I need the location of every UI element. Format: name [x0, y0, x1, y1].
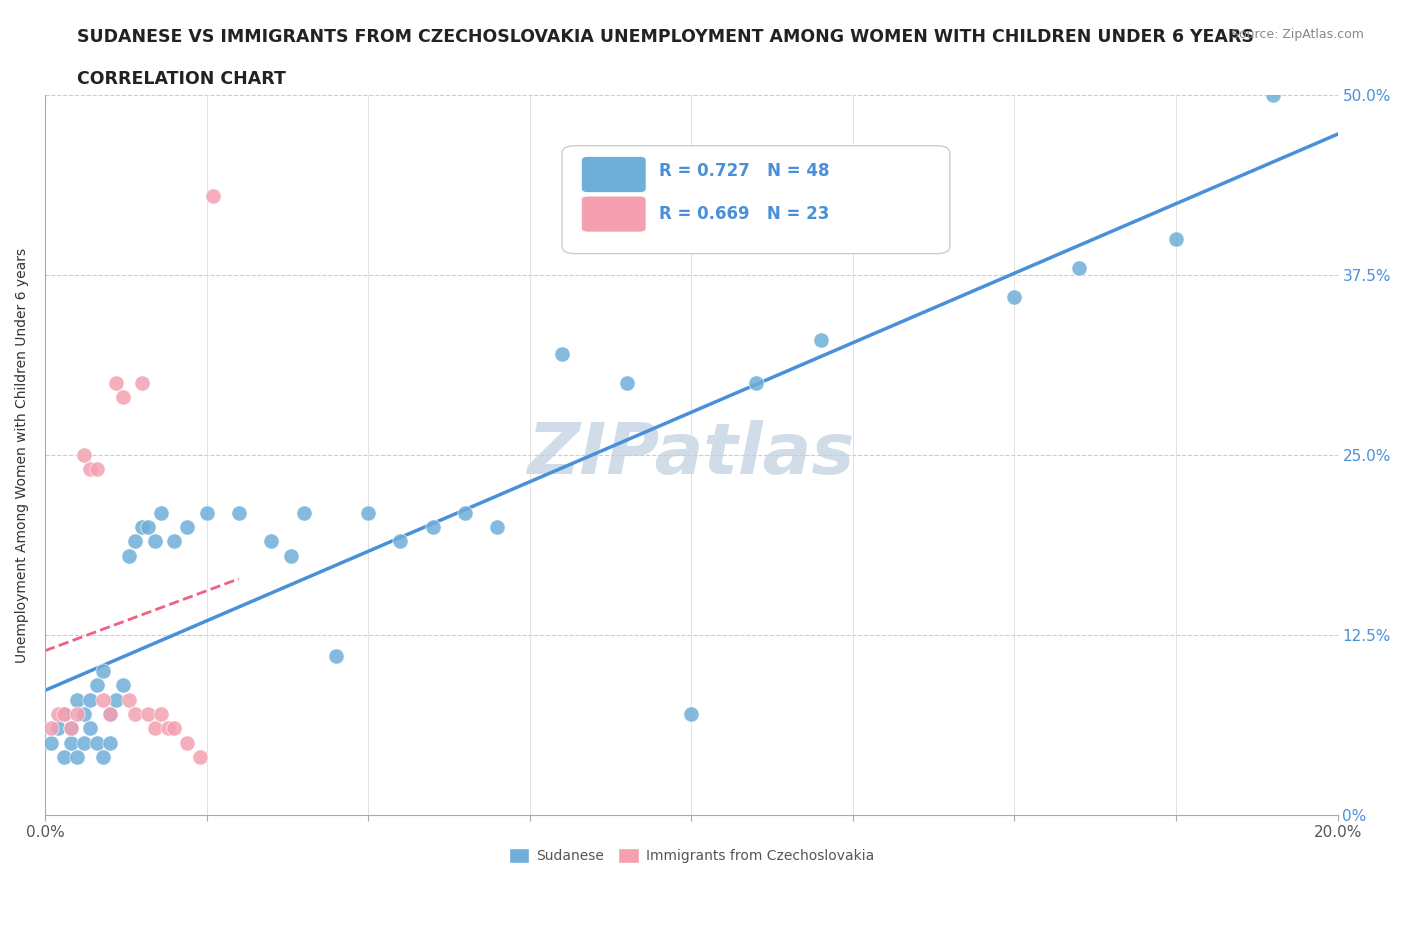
Point — [195, 505, 218, 520]
Text: SUDANESE VS IMMIGRANTS FROM CZECHOSLOVAKIA UNEMPLOYMENT AMONG WOMEN WITH CHILDRE: SUDANESE VS IMMIGRANTS FROM CZECHOSLOVAK… — [77, 28, 1254, 46]
Point — [79, 462, 101, 477]
Point — [176, 520, 198, 535]
Point — [131, 520, 153, 535]
Point — [202, 189, 225, 204]
Text: Source: ZipAtlas.com: Source: ZipAtlas.com — [1230, 28, 1364, 41]
Point — [98, 707, 121, 722]
Point — [98, 707, 121, 722]
Point — [156, 721, 179, 736]
Point — [59, 721, 82, 736]
Point — [150, 505, 173, 520]
Point — [86, 678, 108, 693]
Point — [59, 721, 82, 736]
Point — [143, 721, 166, 736]
Text: R = 0.669   N = 23: R = 0.669 N = 23 — [659, 205, 830, 223]
Text: CORRELATION CHART: CORRELATION CHART — [77, 70, 287, 87]
Point — [124, 534, 146, 549]
Point — [228, 505, 250, 520]
Point — [551, 347, 574, 362]
FancyBboxPatch shape — [582, 156, 647, 193]
Point — [163, 721, 186, 736]
Point — [105, 376, 128, 391]
Point — [66, 692, 89, 707]
Point — [163, 534, 186, 549]
Point — [138, 520, 160, 535]
Point — [745, 376, 768, 391]
Point — [111, 390, 134, 405]
FancyBboxPatch shape — [562, 146, 950, 254]
Point — [150, 707, 173, 722]
Point — [1164, 232, 1187, 246]
Point — [41, 736, 63, 751]
Point — [91, 663, 114, 678]
Point — [292, 505, 315, 520]
Text: R = 0.727   N = 48: R = 0.727 N = 48 — [659, 162, 830, 179]
Point — [111, 678, 134, 693]
Y-axis label: Unemployment Among Women with Children Under 6 years: Unemployment Among Women with Children U… — [15, 247, 30, 662]
Point — [41, 721, 63, 736]
Point — [73, 447, 96, 462]
Point — [53, 707, 76, 722]
Point — [616, 376, 638, 391]
Point — [124, 707, 146, 722]
Point — [810, 333, 832, 348]
Point — [53, 707, 76, 722]
Point — [143, 534, 166, 549]
Point — [118, 692, 141, 707]
Point — [91, 692, 114, 707]
Legend: Sudanese, Immigrants from Czechoslovakia: Sudanese, Immigrants from Czechoslovakia — [503, 843, 880, 869]
Point — [389, 534, 412, 549]
Point — [73, 736, 96, 751]
Point — [422, 520, 444, 535]
Point — [131, 376, 153, 391]
Point — [46, 721, 69, 736]
Point — [98, 736, 121, 751]
Point — [86, 736, 108, 751]
Point — [59, 736, 82, 751]
Point — [1069, 260, 1091, 275]
Point — [280, 548, 302, 563]
Point — [66, 707, 89, 722]
Point — [486, 520, 509, 535]
Point — [138, 707, 160, 722]
Point — [66, 750, 89, 764]
Point — [53, 750, 76, 764]
Point — [105, 692, 128, 707]
Point — [188, 750, 211, 764]
Point — [73, 707, 96, 722]
FancyBboxPatch shape — [582, 196, 647, 232]
Point — [91, 750, 114, 764]
Point — [454, 505, 477, 520]
Point — [1004, 289, 1026, 304]
Point — [79, 721, 101, 736]
Point — [86, 462, 108, 477]
Point — [1261, 88, 1284, 103]
Point — [357, 505, 380, 520]
Point — [79, 692, 101, 707]
Text: ZIPatlas: ZIPatlas — [527, 420, 855, 489]
Point — [260, 534, 283, 549]
Point — [681, 707, 703, 722]
Point — [46, 707, 69, 722]
Point — [325, 649, 347, 664]
Point — [118, 548, 141, 563]
Point — [176, 736, 198, 751]
